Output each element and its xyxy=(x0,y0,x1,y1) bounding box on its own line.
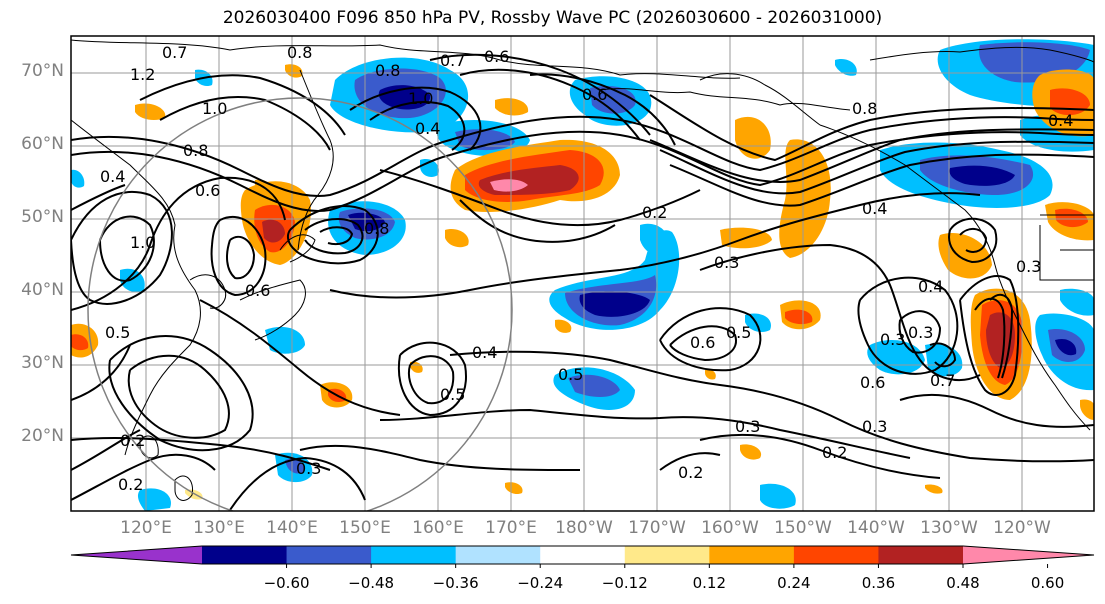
lon-label: 170°E xyxy=(485,518,537,538)
contour-label: 0.8 xyxy=(375,61,400,80)
lon-label: 180°W xyxy=(555,518,613,538)
colorbar-tick-label: −0.24 xyxy=(517,574,564,592)
contour-label: 0.3 xyxy=(1016,257,1041,276)
colorbar-tick-label: −0.60 xyxy=(263,574,310,592)
colorbar-tick-label: −0.48 xyxy=(348,574,395,592)
lon-label: 130°W xyxy=(920,518,978,538)
coastlines xyxy=(71,39,1094,501)
contour-label: 0.3 xyxy=(862,417,887,436)
reference-circle xyxy=(87,97,513,511)
lon-label: 120°E xyxy=(120,518,172,538)
contour-label: 0.8 xyxy=(364,219,389,238)
colorbar-tick-label: 0.60 xyxy=(1030,574,1065,592)
contour-label-group: 0.7 0.8 0.7 0.6 1.2 0.8 1.0 1.0 0.6 0.4 … xyxy=(100,43,1073,494)
lat-label: 50°N xyxy=(21,207,64,227)
contour-label: 1.0 xyxy=(202,99,227,118)
colorbar-tick-label: 0.48 xyxy=(946,574,980,592)
colorbar-tick-label: 0.36 xyxy=(861,574,896,592)
lon-label: 160°W xyxy=(701,518,759,538)
colorbar-segment xyxy=(793,546,879,564)
lat-label: 70°N xyxy=(21,61,64,81)
contour-label: 0.4 xyxy=(415,119,440,138)
lon-label: 160°E xyxy=(412,518,464,538)
contour-label: 0.6 xyxy=(690,333,715,352)
map-frame xyxy=(70,35,1095,512)
colorbar-segment xyxy=(202,546,288,564)
rossby-wave-contours xyxy=(71,53,1094,511)
contour-label: 0.7 xyxy=(440,51,465,70)
colorbar-segment xyxy=(624,546,710,564)
colorbar xyxy=(70,545,1095,568)
contour-label: 0.6 xyxy=(245,281,270,300)
contour-label: 0.4 xyxy=(472,343,497,362)
contour-label: 0.2 xyxy=(120,431,145,450)
colorbar-tick-label: −0.12 xyxy=(601,574,648,592)
lon-label: 130°E xyxy=(193,518,245,538)
contour-label: 0.6 xyxy=(484,47,509,66)
contour-label: 1.2 xyxy=(130,65,155,84)
contour-label: 0.7 xyxy=(930,371,955,390)
colorbar-tick-label: 0.12 xyxy=(692,574,727,592)
contour-label: 0.3 xyxy=(714,253,739,272)
contour-label: 0.4 xyxy=(918,277,943,296)
contour-label: 0.3 xyxy=(908,323,933,342)
colorbar-segment xyxy=(540,546,626,564)
pv-shading xyxy=(71,39,1094,511)
contour-label: 1.0 xyxy=(130,233,155,252)
colorbar-outline xyxy=(70,545,1095,565)
contour-label: 0.2 xyxy=(118,475,143,494)
colorbar-segment xyxy=(878,546,964,564)
contour-label: 0.3 xyxy=(735,417,760,436)
contour-label: 0.8 xyxy=(852,99,877,118)
lon-label: 140°E xyxy=(266,518,318,538)
contour-label: 0.3 xyxy=(880,330,905,349)
colorbar-tick-label: 0.24 xyxy=(777,574,811,592)
lon-label: 140°W xyxy=(847,518,905,538)
lon-label: 170°W xyxy=(628,518,686,538)
pv-pos-blob-mid-alaska xyxy=(735,116,771,159)
colorbar-tick-label: −0.36 xyxy=(432,574,479,592)
contour-label: 0.8 xyxy=(183,141,208,160)
colorbar-segment xyxy=(371,546,457,564)
colorbar-segment xyxy=(455,546,541,564)
contour-label: 0.2 xyxy=(822,443,847,462)
contour-label: 0.6 xyxy=(195,181,220,200)
contour-label: 0.8 xyxy=(287,43,312,62)
contour-label: 0.6 xyxy=(582,85,607,104)
colorbar-extend-high xyxy=(963,546,1094,564)
contour-label: 0.4 xyxy=(100,167,125,186)
contour-label: 0.4 xyxy=(862,199,887,218)
contour-label: 0.2 xyxy=(678,463,703,482)
contour-label: 0.2 xyxy=(642,203,667,222)
lat-label: 40°N xyxy=(21,280,64,300)
contour-label: 0.7 xyxy=(162,43,187,62)
colorbar-extend-low xyxy=(71,546,202,564)
contour-label: 0.5 xyxy=(726,323,751,342)
lat-label: 30°N xyxy=(21,353,64,373)
lat-label: 20°N xyxy=(21,426,64,446)
chart-title: 2026030400 F096 850 hPa PV, Rossby Wave … xyxy=(222,8,883,28)
contour-label: 0.4 xyxy=(1048,111,1073,130)
colorbar-segment xyxy=(286,546,372,564)
contour-label: 0.5 xyxy=(440,385,465,404)
contour-label: 1.0 xyxy=(408,89,433,108)
contour-label: 0.5 xyxy=(558,365,583,384)
contour-label: 0.6 xyxy=(860,373,885,392)
colorbar-segment xyxy=(709,546,795,564)
lon-label: 150°E xyxy=(339,518,391,538)
lon-label: 120°W xyxy=(993,518,1051,538)
lat-label: 60°N xyxy=(21,134,64,154)
contour-label: 0.5 xyxy=(105,323,130,342)
lon-label: 150°W xyxy=(774,518,832,538)
contour-label: 0.3 xyxy=(296,459,321,478)
